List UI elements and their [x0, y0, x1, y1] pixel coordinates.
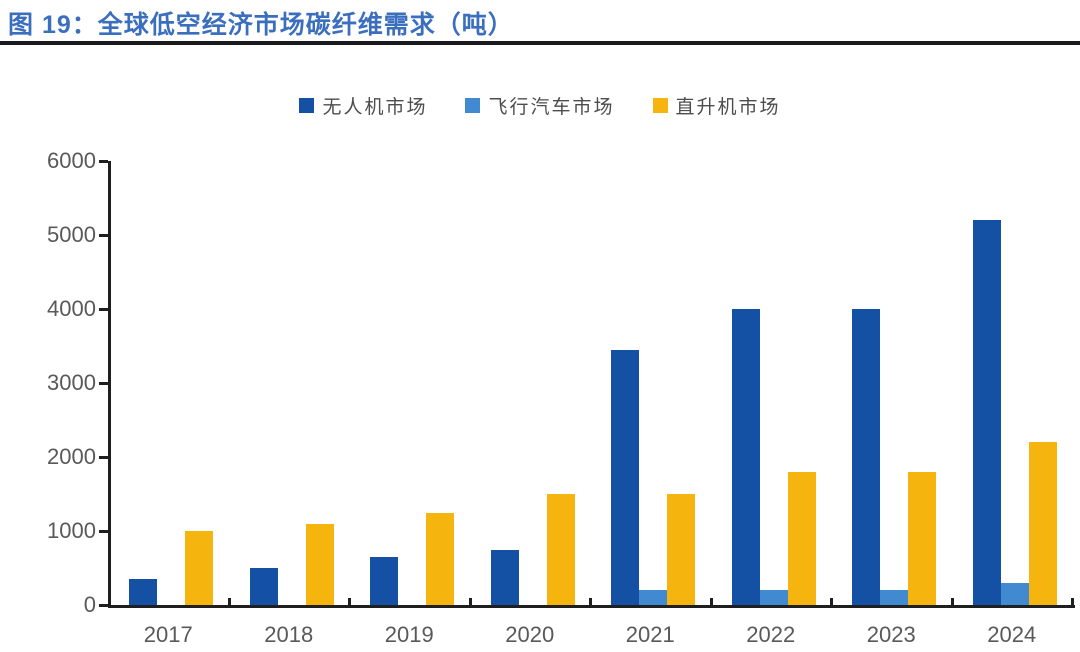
bar-无人机市场-2022: [731, 309, 760, 605]
bar-直升机市场-2020: [546, 494, 575, 605]
x-tick-label-2018: 2018: [264, 622, 314, 647]
x-tick-mark: [227, 598, 231, 608]
bar-group-2017: [111, 161, 232, 605]
bar-group-2018: [232, 161, 353, 605]
y-tick-mark: [99, 456, 108, 459]
y-tick-label-4000: 4000: [47, 296, 96, 321]
legend-label: 无人机市场: [322, 97, 428, 118]
x-tick-label-2022: 2022: [746, 622, 796, 647]
legend-label: 直升机市场: [675, 97, 781, 118]
legend-item-1: 飞行汽车市场: [465, 92, 614, 119]
bar-无人机市场-2020: [490, 549, 519, 605]
bar-group-2020: [473, 161, 594, 605]
y-tick-mark: [99, 530, 108, 533]
bar-飞行汽车市场-2021: [639, 590, 668, 605]
x-tick-label-2024: 2024: [987, 622, 1037, 647]
y-tick-mark: [99, 234, 108, 237]
x-tick-mark: [1071, 598, 1074, 608]
x-tick-label-2020: 2020: [505, 622, 555, 647]
y-tick-label-3000: 3000: [47, 370, 96, 395]
y-tick-mark: [99, 308, 108, 311]
bar-直升机市场-2018: [305, 523, 334, 605]
bar-groups: [111, 161, 1075, 605]
x-tick-mark: [709, 598, 713, 608]
legend-label: 飞行汽车市场: [488, 97, 615, 118]
y-tick-label-5000: 5000: [47, 222, 96, 247]
chart-legend: 无人机市场 飞行汽车市场 直升机市场: [0, 92, 1080, 119]
bar-飞行汽车市场-2022: [759, 590, 788, 605]
bar-无人机市场-2017: [129, 579, 158, 605]
y-tick-label-1000: 1000: [47, 518, 96, 543]
bar-group-2021: [593, 161, 714, 605]
x-tick-label-2019: 2019: [384, 622, 434, 647]
bar-无人机市场-2018: [249, 568, 278, 605]
figure-title: 图 19：全球低空经济市场碳纤维需求（吨）: [8, 11, 514, 39]
legend-swatch-icon: [652, 98, 668, 113]
bar-无人机市场-2023: [852, 309, 881, 605]
bar-group-2023: [834, 161, 955, 605]
bar-飞行汽车市场-2023: [880, 590, 909, 605]
bar-无人机市场-2024: [972, 220, 1001, 605]
bar-飞行汽车市场-2024: [1000, 582, 1029, 605]
x-tick-mark: [468, 598, 472, 608]
x-tick-label-2017: 2017: [143, 622, 193, 647]
bar-无人机市场-2021: [611, 349, 640, 605]
y-tick-label-0: 0: [83, 592, 96, 617]
y-tick-label-6000: 6000: [47, 148, 96, 173]
legend-swatch-icon: [465, 98, 481, 113]
bar-直升机市场-2019: [426, 512, 455, 605]
y-tick-mark: [99, 382, 108, 385]
bar-直升机市场-2017: [185, 531, 214, 605]
bar-group-2019: [352, 161, 473, 605]
title-divider: [0, 41, 1080, 45]
bar-直升机市场-2024: [1028, 442, 1057, 605]
legend-item-2: 直升机市场: [652, 92, 781, 119]
y-tick-mark: [99, 160, 108, 163]
x-tick-mark: [830, 598, 833, 608]
legend-item-0: 无人机市场: [299, 92, 427, 119]
bar-直升机市场-2023: [908, 471, 937, 605]
bar-无人机市场-2019: [370, 556, 399, 605]
plot-area: [108, 161, 1075, 608]
x-tick-mark: [589, 598, 592, 608]
x-tick-label-2023: 2023: [866, 622, 916, 647]
x-tick-mark: [348, 598, 351, 608]
legend-swatch-icon: [299, 98, 315, 113]
bar-group-2024: [955, 161, 1076, 605]
y-tick-label-2000: 2000: [47, 444, 96, 469]
x-tick-mark: [950, 598, 954, 608]
bar-group-2022: [714, 161, 835, 605]
x-tick-label-2021: 2021: [625, 622, 675, 647]
y-tick-mark: [99, 604, 108, 607]
bar-直升机市场-2022: [787, 471, 816, 605]
bar-直升机市场-2021: [667, 494, 696, 605]
